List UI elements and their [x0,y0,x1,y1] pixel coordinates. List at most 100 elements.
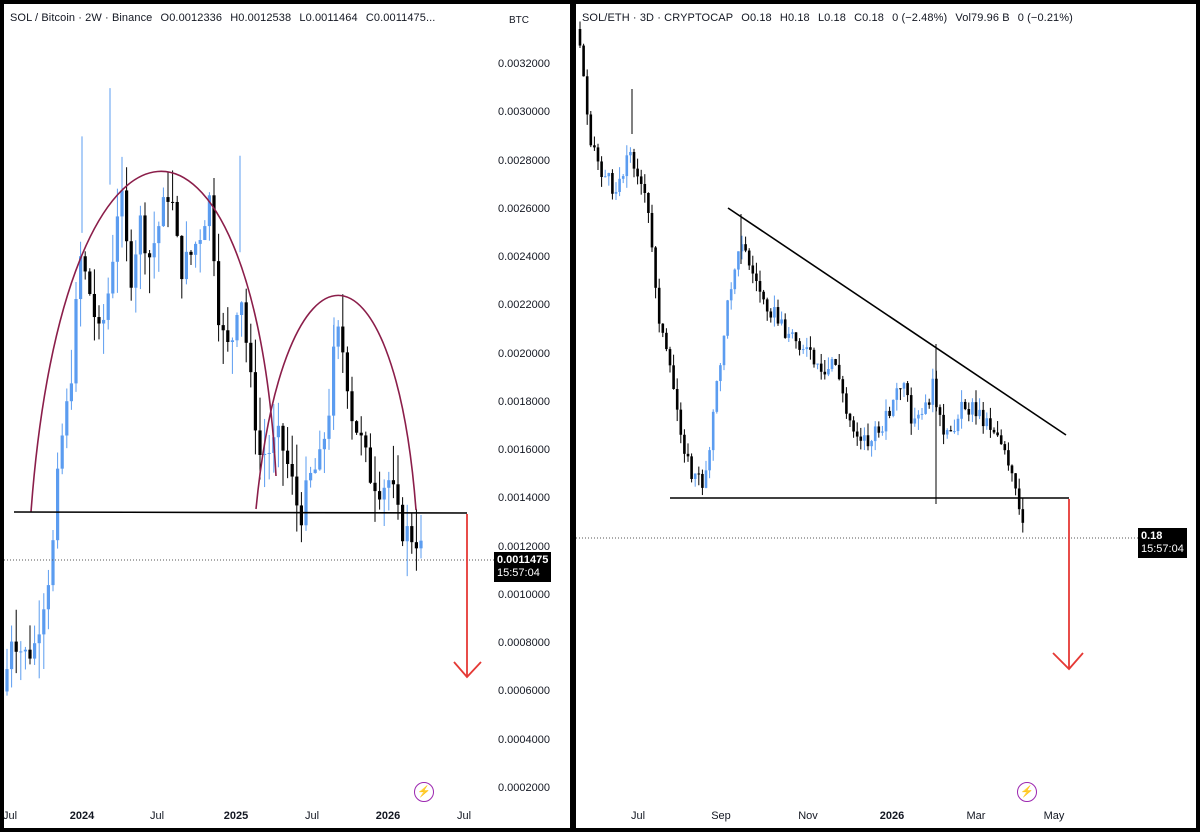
candle-body [859,436,863,441]
right-high: H0.18 [779,12,810,24]
right-change: 0 (−2.48%) [892,12,948,24]
x-tick-label: Sep [711,810,731,822]
candle-body [963,401,967,410]
left-price-timer: 15:57:04 [497,567,540,579]
candle-body [313,469,317,473]
candle-body [661,323,665,333]
candle-body [74,299,78,384]
candle-body [585,76,589,115]
candle-body [65,401,69,436]
candle-body [650,212,654,248]
x-tick-label: 2026 [375,810,401,822]
left-chart-panel[interactable]: SOL / Bitcoin · 2W · Binance O0.0012336 … [4,4,570,828]
candle-body [230,340,234,343]
candle-body [175,201,179,236]
y-tick-label: 0.0022000 [498,299,550,312]
candle-body [593,145,596,148]
candle-body [758,281,762,292]
candle-body [895,388,899,400]
candle-body [744,244,747,251]
left-high: H0.0012538 [230,12,292,24]
candle-body [884,410,888,432]
right-close: C0.18 [854,12,884,24]
candle-body [327,415,331,439]
candle-body [148,253,152,258]
right-volume: Vol79.96 B [955,12,1010,24]
candle-body [614,191,618,194]
left-price-value: 0.0011475 [497,554,549,566]
y-tick-label: 0.0028000 [498,154,550,167]
candle-body [816,363,819,365]
candle-body [373,482,377,492]
left-chart-header: SOL / Bitcoin · 2W · Binance O0.0012336 … [10,12,440,24]
candle-body [870,441,873,447]
pattern-arc-right [255,294,417,511]
candle-body [809,347,812,350]
candle-body [166,197,170,202]
candle-body [299,505,303,526]
candle-body [999,435,1003,445]
candle-body [690,456,693,479]
right-chart-header: SOL/ETH · 3D · CRYPTOCAP O0.18 H0.18 L0.… [582,12,1078,24]
right-symbol[interactable]: SOL/ETH · 3D · CRYPTOCAP [582,12,734,24]
candle-body [686,453,690,457]
candle-body [212,195,216,262]
candle-body [855,431,859,437]
candle-body [834,359,837,365]
candle-body [51,540,55,586]
candle-body [845,393,848,414]
candle-body [719,365,722,382]
candle-body [787,333,791,338]
candle-body [1010,465,1014,474]
y-tick-label: 0.0006000 [498,685,550,698]
candle-body [981,409,985,427]
left-symbol[interactable]: SOL / Bitcoin · 2W · Binance [10,12,153,24]
candle-body [336,326,340,347]
left-price-tag: 0.0011475 15:57:04 [494,552,552,582]
candle-body [837,364,841,380]
x-tick-label: Jul [456,810,472,822]
candle-body [953,431,956,433]
candle-body [378,491,382,500]
candle-body [23,649,27,652]
candle-body [414,542,418,549]
candle-body [873,426,877,442]
candle-body [221,325,225,331]
x-tick-label: May [1043,810,1065,822]
candle-body [755,273,758,282]
candle-body [391,480,395,485]
right-chart-canvas[interactable] [576,4,1196,828]
right-chart-panel[interactable]: SOL/ETH · 3D · CRYPTOCAP O0.18 H0.18 L0.… [576,4,1196,828]
target-arrow-head [1052,652,1084,671]
candle-body [960,401,963,419]
candle-body [827,369,830,375]
candle-body [359,432,363,436]
candle-body [647,192,650,213]
left-chart-canvas[interactable] [4,4,570,828]
candle-body [410,526,414,543]
candle-body [618,178,621,192]
lightning-icon[interactable]: ⚡ [1017,782,1037,802]
candle-body [60,435,64,469]
right-price-tag: 0.18 15:57:04 [1138,528,1187,558]
candle-body [253,372,257,431]
candle-body [715,381,719,412]
candle-body [726,300,729,336]
candle-body [654,247,657,288]
candle-body [19,651,23,653]
candle-body [1017,488,1021,510]
candle-body [607,173,611,177]
y-tick-label: 0.0018000 [498,395,550,408]
candle-body [396,484,400,505]
candle-body [401,504,405,542]
candle-body [956,418,960,432]
left-unit-label: BTC [509,15,529,26]
candle-body [798,341,801,350]
candle-body [697,473,701,475]
candle-body [244,302,248,343]
candle-body [881,431,884,433]
lightning-icon[interactable]: ⚡ [414,782,434,802]
candle-body [198,240,202,244]
candle-body [276,425,280,438]
candle-body [14,641,18,652]
